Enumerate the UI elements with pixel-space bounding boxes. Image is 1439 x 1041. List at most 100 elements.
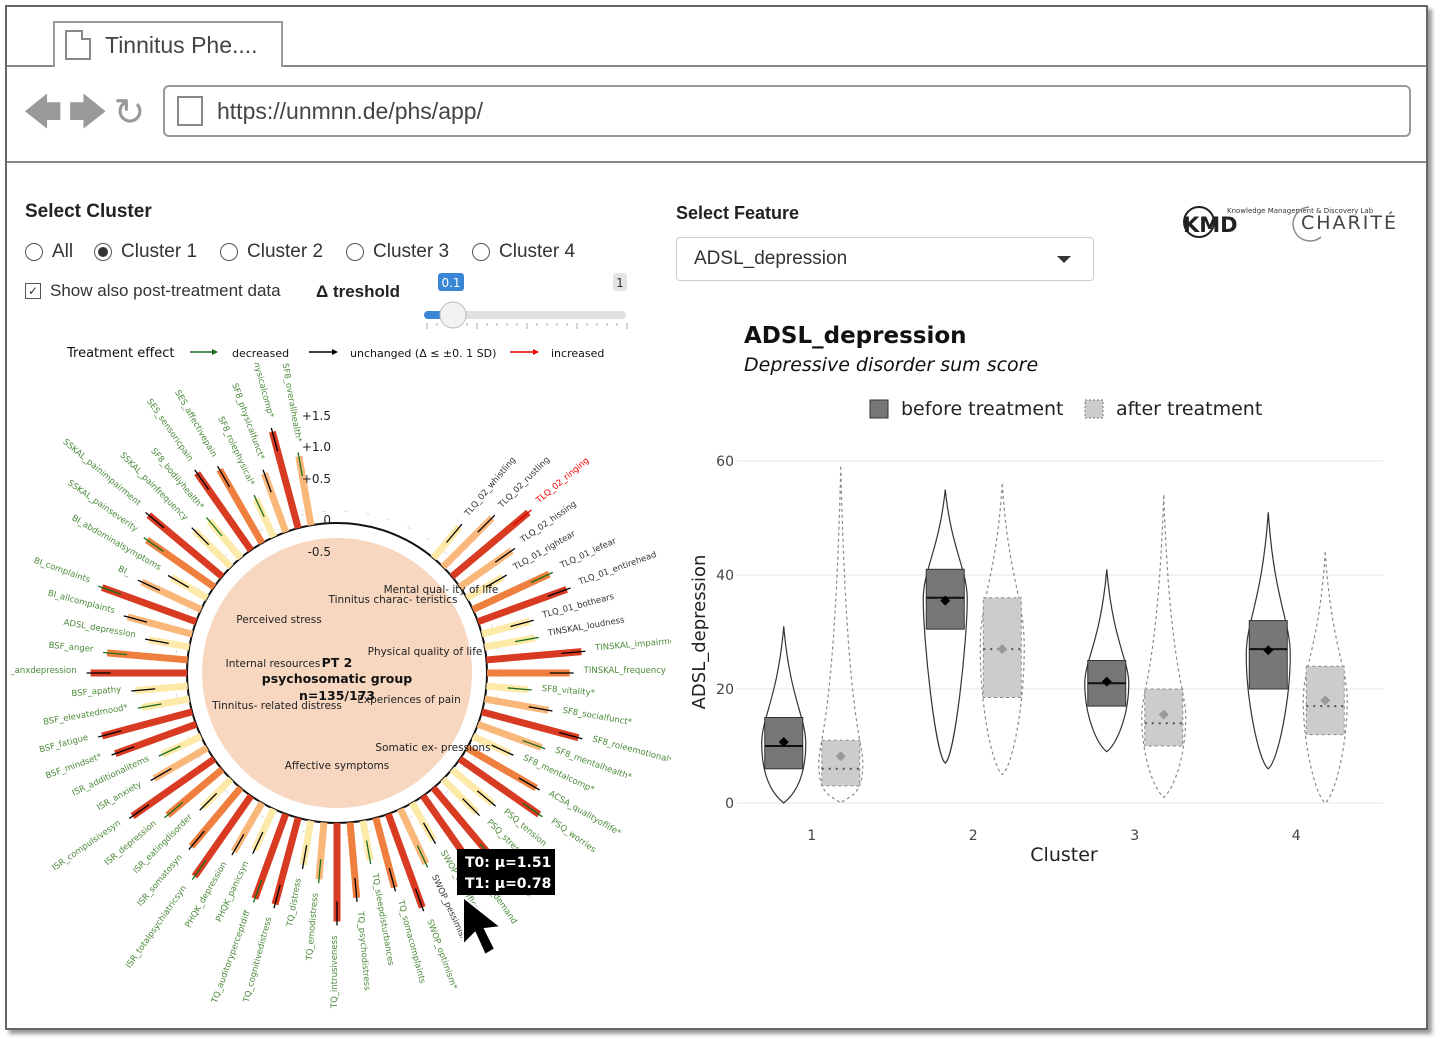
effect-arrow-icon (145, 638, 169, 644)
radio-label: Cluster 4 (499, 241, 576, 262)
mean-marker (778, 737, 789, 748)
feature-label[interactable]: TQ_intrusiveness (330, 935, 340, 1009)
slider-value-badge (438, 273, 464, 291)
effect-arrow-icon (252, 879, 263, 903)
center-title: PT 2 (322, 655, 353, 670)
feature-label[interactable]: SF8_vitality* (541, 684, 595, 699)
post-treatment-checkbox[interactable]: ✓ Show also post-treatment data (25, 281, 281, 301)
effect-arrow-icon (414, 888, 425, 912)
feature-dropdown[interactable]: ADSL_depression (676, 237, 1094, 281)
box-iqr[interactable] (821, 739, 861, 787)
effect-arrow-icon (270, 427, 279, 452)
radio-all[interactable]: All (25, 241, 73, 263)
effect-arrow-icon (137, 703, 162, 709)
legend-before-swatch (869, 399, 889, 419)
scale-tick-label: -0.5 (308, 545, 331, 559)
y-axis-label: ADSL_depression (689, 555, 710, 710)
forward-arrow-icon[interactable]: 🡆 (68, 92, 114, 134)
mean-marker (1263, 645, 1274, 656)
box-iqr[interactable] (764, 717, 804, 770)
feature-label[interactable]: BSF_anger (48, 641, 94, 655)
effect-arrow-icon (194, 469, 210, 490)
feature-label[interactable]: TINSKAL_impairment (594, 636, 671, 654)
legend-unchanged: unchanged (Δ ≤ ±0. 1 SD) (350, 347, 496, 360)
back-arrow-icon[interactable]: 🡄 (23, 92, 69, 134)
kmd-logo-text: Knowledge Management & Discovery Lab (1227, 207, 1374, 215)
feature-label[interactable]: SF8_roleemotional* (591, 735, 671, 766)
effect-arrow-icon (416, 845, 429, 868)
scale-tick-label: +1.5 (302, 409, 331, 423)
feature-label[interactable]: BI_complaints (32, 556, 92, 586)
effect-arrow-icon (510, 619, 534, 628)
threshold-slider[interactable]: 0.1 1 (407, 271, 637, 331)
violin-shape (818, 466, 864, 804)
center-subtitle: psychosomatic group (262, 671, 413, 686)
feature-label[interactable]: SF8_overallhealth* (280, 363, 304, 443)
box-iqr[interactable] (1305, 665, 1345, 736)
radio-label: Cluster 3 (373, 241, 450, 262)
mean-marker (997, 644, 1008, 655)
browser-tab[interactable]: Tinnitus Phe.... (53, 21, 283, 67)
effect-arrow-icon (446, 523, 463, 543)
feature-label[interactable]: BSF_elevatedmood* (43, 703, 129, 728)
legend-decreased: decreased (232, 347, 289, 360)
legend-after: after treatment (1116, 398, 1262, 420)
legend-after-swatch (1084, 399, 1104, 419)
violin-shape (761, 626, 807, 804)
radio-cluster-1[interactable]: Cluster 1 (94, 241, 197, 263)
app-content: Select Cluster All Cluster 1 Cluster 2 C… (7, 163, 1426, 1028)
effect-arrow-icon (191, 859, 207, 880)
slider-max-badge (613, 273, 627, 291)
slider-value: 0.1 (441, 276, 460, 290)
radio-cluster-4[interactable]: Cluster 4 (472, 241, 575, 263)
feature-label[interactable]: SSKAL_painimpairment (61, 437, 143, 508)
effect-arrow-icon (365, 840, 372, 865)
slider-handle[interactable] (439, 301, 467, 329)
feature-label[interactable]: TINSKAL_frequency (583, 666, 666, 676)
radio-circle-icon (346, 243, 364, 261)
legend-before: before treatment (901, 398, 1064, 420)
effect-arrow-icon (199, 792, 218, 811)
effect-arrow-icon (231, 833, 245, 856)
x-tick-label: 1 (807, 828, 816, 844)
feature-label[interactable]: BI_allcomplaints (47, 589, 117, 617)
effect-arrow-icon (206, 517, 223, 537)
feature-label[interactable]: BSF_mindset* (44, 752, 103, 782)
radio-cluster-3[interactable]: Cluster 3 (346, 241, 449, 263)
charite-logo-icon (1292, 206, 1322, 242)
logos: KMD Knowledge Management & Discovery Lab… (1183, 206, 1397, 242)
feature-label[interactable]: ISR_eatingdisorder (131, 812, 195, 876)
domain-label: Somatic ex- pressions (375, 742, 490, 754)
feature-label[interactable]: TQ_somacomplaints (395, 898, 427, 985)
tooltip-t0: T0: μ=1.51 (465, 855, 551, 871)
effect-arrow-icon (253, 494, 265, 518)
center-count: n=135/173 (299, 688, 375, 703)
effect-arrow-icon (491, 744, 514, 756)
radio-circle-icon (220, 243, 238, 261)
feature-label[interactable]: SF8_socialfunct* (562, 706, 633, 728)
domain-label: Experiences of pain (357, 694, 461, 706)
feature-label[interactable]: BSF_fatigue (38, 733, 89, 756)
cursor-arrow-icon (462, 894, 504, 957)
charite-logo: CHARITÉ (1301, 211, 1397, 234)
feature-label[interactable]: ISR_totalpsychiatricsyn (124, 884, 189, 971)
feature-label[interactable]: TINSKAL_loudness (546, 615, 626, 639)
radio-cluster-2[interactable]: Cluster 2 (220, 241, 323, 263)
feature-label[interactable]: BSF_apathy (71, 685, 121, 699)
legend-increased: increased (551, 347, 604, 360)
feature-label[interactable]: ADSL_depression (63, 618, 137, 641)
feature-label[interactable]: TQ_emodistress (305, 892, 321, 962)
mean-marker (1101, 676, 1112, 687)
domain-label: Tinnitus charac- teristics (328, 594, 458, 606)
feature-label[interactable]: BSF_anxdepression (11, 666, 77, 676)
mean-marker (940, 595, 951, 606)
feature-label[interactable]: BI_ (116, 564, 132, 579)
feature-label[interactable]: TQ_distress (285, 877, 304, 929)
effect-arrow-icon (188, 830, 205, 850)
address-bar[interactable]: https://unmnn.de/phs/app/ (163, 85, 1411, 137)
reload-icon[interactable]: ↻ (113, 92, 152, 134)
effect-arrow-icon (131, 688, 156, 692)
feature-label[interactable]: TQ_psychodistress (355, 910, 372, 991)
feature-label[interactable]: TLQ_02_whistling (462, 455, 518, 519)
effect-arrow-icon (354, 877, 358, 902)
